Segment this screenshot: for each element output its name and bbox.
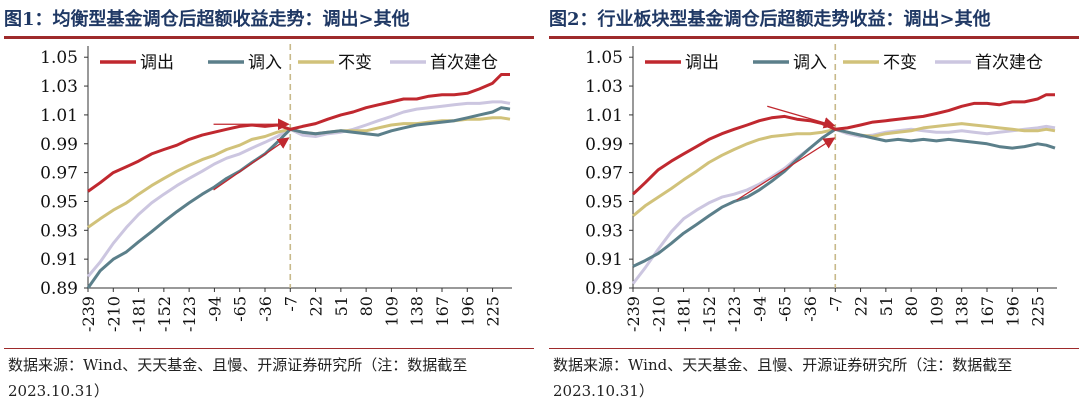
source-note: 数据来源：Wind、天天基金、且慢、开源证券研究所（注：数据截至2023.10.…: [8, 356, 468, 400]
source-rule: [549, 348, 1079, 349]
series-line-3: [631, 124, 1056, 285]
legend-label: 首次建仓: [975, 53, 1043, 73]
x-tick-label: -152: [700, 296, 719, 332]
x-tick-label: 109: [927, 296, 946, 327]
title-rule: [549, 36, 1079, 39]
legend-label: 不变: [883, 53, 917, 73]
y-tick-label: 0.91: [585, 250, 623, 270]
series-line-0: [631, 93, 1055, 196]
x-tick-label: -94: [205, 296, 224, 322]
x-tick-label: -7: [826, 296, 845, 312]
line-chart-1: 0.89 0.91 0.93 0.95 0.97 0.99 1.01 1.03 1.05 -239…: [40, 44, 512, 332]
title-rule: [4, 36, 534, 39]
x-tick-label: 196: [1003, 296, 1022, 327]
series-line-0: [87, 73, 510, 193]
x-tick-label: 51: [877, 296, 896, 316]
y-tick-label: 0.95: [40, 192, 78, 212]
annotation-arrow: [767, 105, 836, 129]
x-tick-label: 225: [1029, 296, 1048, 327]
y-tick-label: 0.93: [40, 221, 78, 241]
x-tick-label: -210: [649, 296, 668, 332]
legend-label: 不变: [338, 53, 372, 73]
y-tick-label: 0.97: [585, 164, 623, 184]
y-tick-label: 0.89: [585, 279, 623, 299]
y-tick-label: 0.89: [40, 279, 78, 299]
source-rule: [4, 348, 534, 349]
x-tick-label: 51: [332, 296, 351, 316]
annotation-arrow: [213, 137, 290, 191]
x-tick-label: 138: [953, 296, 972, 327]
y-tick-label: 1.05: [40, 48, 78, 68]
x-tick-label: 109: [382, 296, 401, 327]
y-tick-label: 1.03: [585, 77, 623, 97]
line-chart-2: 0.89 0.91 0.93 0.95 0.97 0.99 1.01 1.03 1.05 -239…: [585, 44, 1057, 332]
legend-label: 调入: [793, 53, 827, 73]
legend-label: 首次建仓: [430, 53, 498, 73]
x-tick-label: -123: [180, 296, 199, 332]
x-tick-label: 225: [484, 296, 503, 327]
x-tick-label: 167: [978, 296, 997, 327]
series-line-2: [632, 122, 1056, 218]
x-tick-label: 138: [408, 296, 427, 327]
x-tick-label: -152: [155, 296, 174, 332]
legend-label: 调出: [140, 53, 174, 73]
x-tick-label: -36: [801, 296, 820, 322]
x-tick-label: -239: [624, 296, 643, 332]
legend-label: 调出: [685, 53, 719, 73]
x-tick-label: 80: [902, 296, 921, 316]
x-tick-label: -7: [281, 296, 300, 312]
x-tick-label: -181: [130, 296, 149, 332]
y-tick-label: 0.99: [585, 135, 623, 155]
chart-panel-2: 图2：行业板块型基金调仓后超额走势收益：调出>其他 0.89 0.91 0.93 0.…: [549, 0, 1079, 417]
x-tick-label: 196: [458, 296, 477, 327]
chart-title: 图1：均衡型基金调仓后超额收益走势：调出>其他: [4, 9, 410, 30]
y-tick-label: 0.91: [40, 250, 78, 270]
legend-label: 调入: [248, 53, 282, 73]
y-tick-label: 1.01: [40, 106, 78, 126]
chart-panel-1: 图1：均衡型基金调仓后超额收益走势：调出>其他 0.89 0.91 0.93 0.95…: [4, 0, 534, 417]
y-tick-label: 0.99: [40, 135, 78, 155]
series-line-1: [86, 106, 511, 289]
x-tick-label: -181: [675, 296, 694, 332]
x-tick-label: -239: [79, 296, 98, 332]
series-line-1: [632, 127, 1056, 268]
y-tick-label: 0.95: [585, 192, 623, 212]
y-tick-label: 0.93: [585, 221, 623, 241]
x-tick-label: 80: [357, 296, 376, 316]
y-tick-label: 1.03: [40, 77, 78, 97]
x-tick-label: -65: [231, 296, 250, 322]
chart-title: 图2：行业板块型基金调仓后超额走势收益：调出>其他: [549, 9, 991, 30]
annotation-arrow: [736, 137, 836, 201]
x-tick-label: 22: [852, 296, 871, 316]
x-tick-label: 22: [307, 296, 326, 316]
y-tick-label: 0.97: [40, 164, 78, 184]
x-tick-label: -123: [725, 296, 744, 332]
y-tick-label: 1.05: [585, 48, 623, 68]
x-tick-label: -94: [750, 296, 769, 322]
x-tick-label: 167: [433, 296, 452, 327]
series-line-3: [86, 100, 511, 278]
x-tick-label: -36: [256, 296, 275, 322]
x-tick-label: -65: [776, 296, 795, 322]
source-note: 数据来源：Wind、天天基金、且慢、开源证券研究所（注：数据截至2023.10.…: [553, 356, 1013, 400]
x-tick-label: -210: [104, 296, 123, 332]
y-tick-label: 1.01: [585, 106, 623, 126]
